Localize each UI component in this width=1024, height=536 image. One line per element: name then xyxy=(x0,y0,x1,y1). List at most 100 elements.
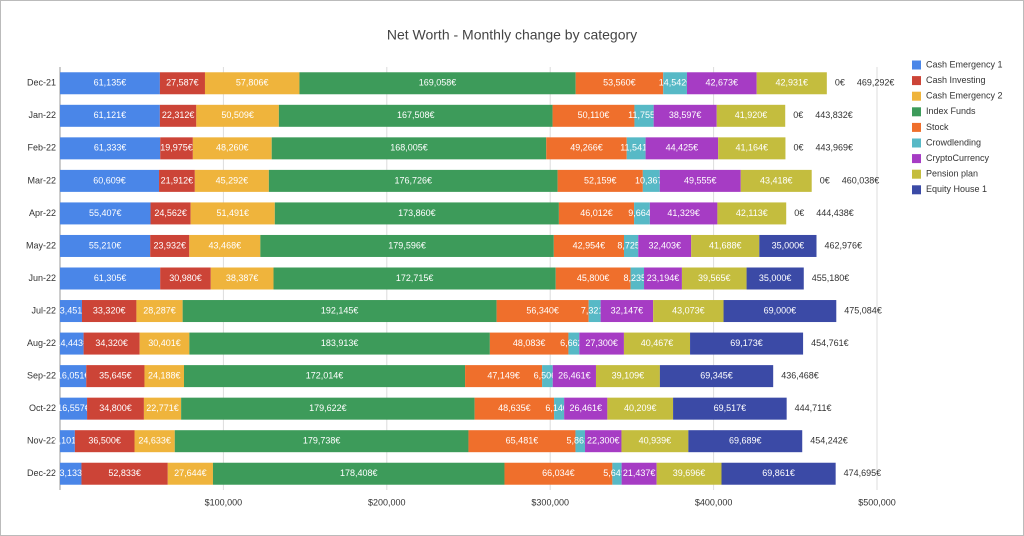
bar-segment xyxy=(160,137,193,160)
data-label: 30,401€ xyxy=(148,338,181,348)
data-label: 45,292€ xyxy=(216,175,249,185)
zero-label: 0€ xyxy=(820,175,830,185)
total-label: 443,969€ xyxy=(815,143,853,153)
data-label: 69,345€ xyxy=(700,370,733,380)
y-tick-label: Jul-22 xyxy=(31,305,56,315)
data-label: 27,300€ xyxy=(585,338,618,348)
data-label: 173,860€ xyxy=(398,208,436,218)
data-label: 34,800€ xyxy=(99,403,132,413)
data-label: 41,920€ xyxy=(735,110,768,120)
data-label: 43,468€ xyxy=(209,240,242,250)
y-tick-label: Dec-22 xyxy=(27,468,56,478)
data-label: 51,491€ xyxy=(216,208,249,218)
data-label: 52,159€ xyxy=(584,175,617,185)
bar-segment xyxy=(634,104,654,127)
legend-label: Pension plan xyxy=(926,169,978,179)
y-tick-label: Feb-22 xyxy=(27,143,56,153)
bar-segment xyxy=(81,300,137,323)
bar-segment xyxy=(630,267,645,290)
bar-segment xyxy=(83,332,140,355)
bar-segment xyxy=(210,267,274,290)
bar-segment xyxy=(621,430,689,453)
data-label: 10,367€ xyxy=(635,175,668,185)
data-label: 38,387€ xyxy=(226,273,259,283)
data-label: 49,266€ xyxy=(570,143,603,153)
data-label: 48,260€ xyxy=(216,143,249,153)
bar-segment xyxy=(136,300,183,323)
data-label: 61,305€ xyxy=(94,273,127,283)
legend-label: Stock xyxy=(926,122,949,132)
bar-segment xyxy=(690,332,804,355)
bar-segment xyxy=(621,462,657,485)
bar-segment xyxy=(717,202,787,225)
bar-segment xyxy=(663,72,687,95)
legend-label: Index Funds xyxy=(926,106,976,116)
x-tick-label: $100,000 xyxy=(205,497,243,507)
data-label: 13,133€ xyxy=(54,468,87,478)
bar-segment xyxy=(552,365,596,388)
zero-label: 0€ xyxy=(835,78,845,88)
bar-segment xyxy=(554,397,565,420)
bar-segment xyxy=(558,202,635,225)
data-label: 8,725€ xyxy=(617,240,645,250)
data-label: 169,058€ xyxy=(419,78,457,88)
data-label: 9,101€ xyxy=(54,436,82,446)
data-label: 22,312€ xyxy=(162,110,195,120)
total-label: 469,292€ xyxy=(857,78,895,88)
y-tick-label: Aug-22 xyxy=(27,338,56,348)
data-label: 69,173€ xyxy=(730,338,763,348)
x-tick-label: $400,000 xyxy=(695,497,733,507)
legend-swatch xyxy=(912,185,921,195)
bar-segment xyxy=(588,300,601,323)
bar-segment xyxy=(489,332,569,355)
bar-segment xyxy=(638,234,692,257)
data-label: 40,467€ xyxy=(641,338,674,348)
legend-label: CryptoCurrency xyxy=(926,153,990,163)
data-label: 42,931€ xyxy=(775,78,808,88)
legend-swatch xyxy=(912,107,921,117)
data-label: 43,418€ xyxy=(760,175,793,185)
data-label: 46,012€ xyxy=(580,208,613,218)
bar-segment xyxy=(86,365,145,388)
bar-segment xyxy=(183,365,466,388)
legend-label: Cash Emergency 1 xyxy=(926,59,1003,69)
data-label: 26,461€ xyxy=(569,403,602,413)
total-label: 455,180€ xyxy=(812,273,850,283)
bar-segment xyxy=(60,137,161,160)
data-label: 5,649€ xyxy=(603,468,631,478)
bar-segment xyxy=(721,462,836,485)
bar-segment xyxy=(192,137,272,160)
bar-segment xyxy=(299,72,576,95)
bar-segment xyxy=(60,332,84,355)
data-label: 49,555€ xyxy=(684,175,717,185)
total-label: 443,832€ xyxy=(815,110,853,120)
data-label: 9,664€ xyxy=(628,208,656,218)
data-label: 69,517€ xyxy=(714,403,747,413)
bar-segment xyxy=(204,72,300,95)
data-label: 5,861€ xyxy=(566,436,594,446)
data-label: 55,210€ xyxy=(89,240,122,250)
data-label: 48,083€ xyxy=(513,338,546,348)
data-label: 50,110€ xyxy=(578,110,610,120)
data-label: 33,320€ xyxy=(93,305,126,315)
bar-segment xyxy=(60,104,160,127)
data-label: 19,975€ xyxy=(160,143,193,153)
bar-segment xyxy=(716,104,786,127)
data-label: 41,164€ xyxy=(736,143,769,153)
data-label: 14,443€ xyxy=(56,338,89,348)
x-tick-label: $300,000 xyxy=(531,497,569,507)
bar-segment xyxy=(60,72,160,95)
bar-segment xyxy=(273,267,556,290)
data-label: 30,980€ xyxy=(169,273,202,283)
bar-segment xyxy=(87,397,144,420)
data-label: 40,939€ xyxy=(639,436,672,446)
y-tick-label: Mar-22 xyxy=(27,175,56,185)
data-label: 179,738€ xyxy=(303,436,341,446)
bar-segment xyxy=(553,234,624,257)
total-label: 454,761€ xyxy=(811,338,849,348)
bar-segment xyxy=(634,202,650,225)
zero-label: 0€ xyxy=(793,110,803,120)
legend-swatch xyxy=(912,169,921,179)
bar-segment xyxy=(143,397,182,420)
bar-segment xyxy=(167,462,213,485)
